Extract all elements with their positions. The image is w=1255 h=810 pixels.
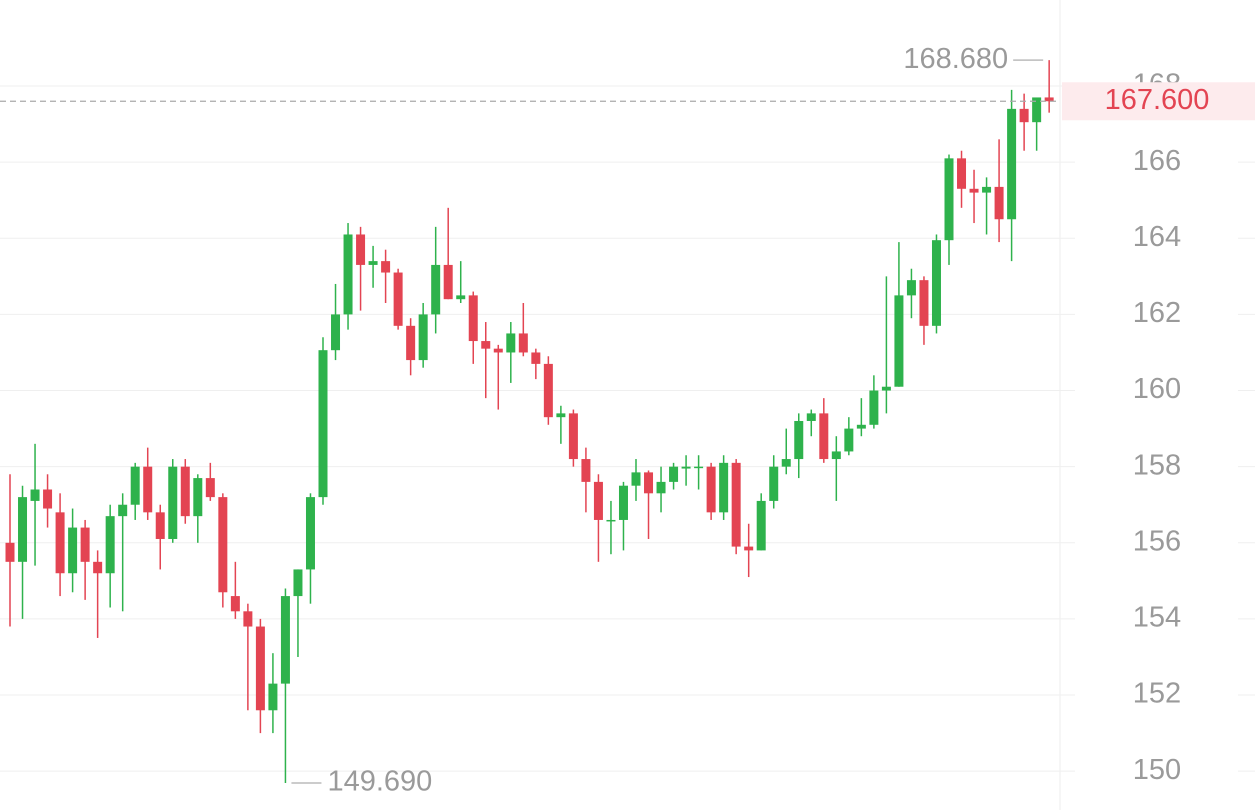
y-tick-label: 162: [1133, 297, 1181, 329]
candle-body: [318, 350, 328, 498]
y-tick-label: 154: [1133, 602, 1181, 634]
candle-body: [5, 542, 15, 562]
y-tick-label: 152: [1133, 678, 1181, 710]
candle-body: [919, 280, 929, 326]
candle-body: [43, 489, 53, 509]
candle-body: [957, 158, 967, 189]
candle-body: [280, 596, 290, 684]
candle-body: [856, 424, 866, 429]
candle-body: [368, 261, 378, 265]
candle-body: [180, 466, 190, 517]
candle-body: [906, 280, 916, 296]
candle-body: [1007, 108, 1017, 220]
candle-body: [68, 527, 78, 574]
y-tick-label: 166: [1133, 145, 1181, 177]
candle-body: [105, 516, 115, 574]
candle-body: [293, 569, 303, 597]
candle-body: [343, 234, 353, 315]
candle-body: [30, 489, 40, 501]
candle-body: [756, 500, 766, 551]
candle-body: [844, 428, 854, 452]
candle-body: [481, 341, 491, 349]
candle-body: [406, 325, 416, 361]
candle-body: [218, 497, 228, 593]
candle-body: [93, 561, 103, 574]
candle-body: [543, 363, 553, 418]
candle-body: [681, 466, 691, 469]
candle-body: [331, 314, 341, 351]
candle-body: [418, 314, 428, 361]
candle-body: [130, 466, 140, 505]
low-marker-label: 149.690: [327, 766, 432, 798]
candle-body: [506, 333, 516, 353]
y-tick-label: 160: [1133, 373, 1181, 405]
last-price-box: [1062, 82, 1255, 121]
last-price-label: 167.600: [1105, 84, 1210, 116]
candle-body: [669, 466, 679, 482]
candle-body: [631, 472, 641, 486]
candle-body: [831, 451, 841, 460]
candle-body: [556, 413, 566, 418]
candle-body: [719, 462, 729, 513]
candle-body: [456, 295, 466, 300]
candle-body: [744, 546, 754, 551]
candle-body: [493, 348, 503, 353]
candle-body: [656, 481, 666, 494]
candle-body: [994, 186, 1004, 220]
candle-body: [468, 295, 478, 342]
y-tick-label: 158: [1133, 449, 1181, 481]
candle-body: [1032, 97, 1042, 123]
candle-body: [1044, 97, 1054, 102]
candle-body: [969, 188, 979, 193]
candle-body: [731, 462, 741, 547]
candle-body: [881, 386, 891, 391]
candle-body: [305, 497, 315, 570]
candle-body: [18, 497, 28, 562]
candle-body: [255, 626, 265, 711]
high-marker-label: 168.680: [903, 43, 1008, 75]
y-tick-label: 150: [1133, 754, 1181, 786]
candle-body: [155, 512, 165, 539]
candle-body: [706, 466, 716, 513]
candle-body: [944, 158, 954, 241]
candle-body: [606, 519, 616, 522]
candle-body: [443, 264, 453, 300]
candle-body: [393, 272, 403, 326]
candle-body: [518, 333, 528, 353]
candle-body: [118, 504, 128, 517]
candle-body: [243, 611, 253, 627]
candle-body: [931, 240, 941, 326]
candle-body: [618, 485, 628, 520]
candle-body: [694, 466, 704, 469]
candle-body: [581, 459, 591, 482]
candle-body: [193, 478, 203, 517]
candle-body: [80, 527, 90, 562]
candle-body: [168, 466, 178, 539]
candle-body: [1019, 108, 1029, 123]
y-tick-label: 164: [1133, 221, 1181, 253]
candle-body: [431, 264, 441, 315]
y-tick-label: 156: [1133, 525, 1181, 557]
candle-body: [55, 512, 65, 574]
candle-body: [982, 186, 992, 193]
candle-body: [568, 413, 578, 460]
candle-body: [230, 596, 240, 612]
candle-body: [356, 234, 366, 265]
candle-body: [794, 420, 804, 460]
candle-body: [781, 459, 791, 467]
candle-body: [531, 352, 541, 364]
candle-body: [869, 390, 879, 425]
candle-body: [205, 478, 215, 498]
candle-body: [806, 413, 816, 421]
candle-body: [894, 295, 904, 387]
candle-body: [143, 466, 153, 513]
candle-body: [644, 472, 654, 494]
candle-body: [268, 683, 278, 711]
candle-body: [593, 481, 603, 520]
candle-body: [769, 466, 779, 501]
candle-body: [819, 413, 829, 460]
candle-body: [381, 261, 391, 273]
